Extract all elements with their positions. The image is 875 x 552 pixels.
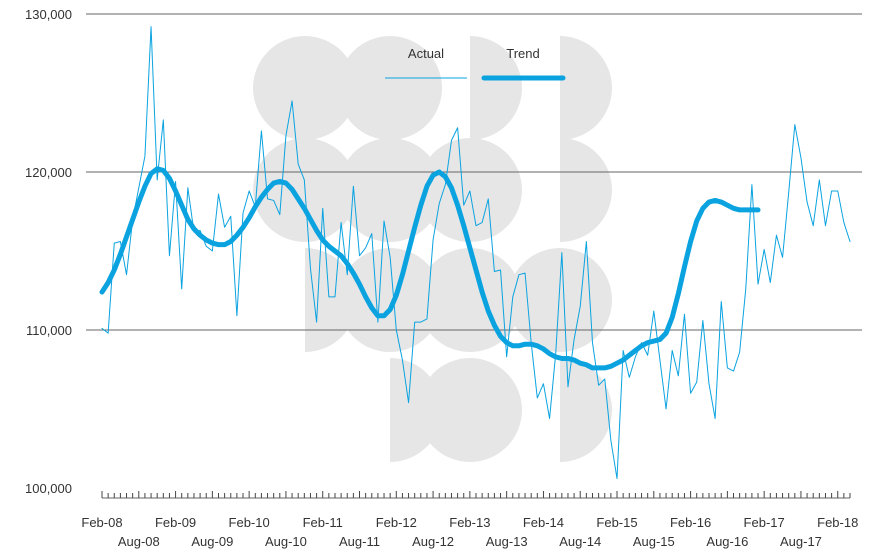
legend-label-trend: Trend — [506, 46, 539, 61]
watermark-shape — [418, 138, 522, 242]
x-tick-label: Feb-14 — [523, 515, 564, 530]
watermark-shape — [560, 36, 612, 140]
legend-label-actual: Actual — [408, 46, 444, 61]
x-tick-label: Aug-17 — [780, 534, 822, 549]
y-tick-label: 100,000 — [25, 481, 72, 496]
x-tick-label: Feb-10 — [229, 515, 270, 530]
x-tick-label: Aug-09 — [191, 534, 233, 549]
x-tick-label: Aug-16 — [706, 534, 748, 549]
x-tick-label: Feb-15 — [596, 515, 637, 530]
x-tick-label: Feb-08 — [81, 515, 122, 530]
y-tick-label: 110,000 — [26, 323, 72, 338]
x-tick-label: Feb-17 — [744, 515, 785, 530]
gridlines — [86, 13, 862, 331]
x-tick-label: Aug-14 — [559, 534, 601, 549]
watermark-shape — [305, 248, 357, 352]
series-lines — [99, 26, 851, 480]
y-tick-label: 130,000 — [25, 7, 72, 22]
x-tick-label: Aug-10 — [265, 534, 307, 549]
x-tick-label: Feb-09 — [155, 515, 196, 530]
x-axis: Feb-08 Feb-09 Feb-10 Feb-11 Feb-12 Feb-13 Feb-… — [81, 491, 858, 549]
y-tick-label: 120,000 — [25, 165, 72, 180]
y-axis-tick-labels: 100,000 110,000 120,000 130,000 — [25, 7, 72, 496]
x-tick-label: Aug-13 — [486, 534, 528, 549]
watermark-shape — [418, 358, 522, 462]
series-line-actual — [101, 26, 851, 480]
x-tick-label: Aug-08 — [118, 534, 160, 549]
x-tick-label: Feb-12 — [376, 515, 417, 530]
watermark-shape — [338, 36, 442, 140]
x-tick-label: Aug-12 — [412, 534, 454, 549]
watermark-shape — [253, 36, 357, 140]
x-tick-label: Feb-13 — [449, 515, 490, 530]
watermark-shape — [418, 248, 522, 352]
x-tick-label: Aug-15 — [633, 534, 675, 549]
background-watermark — [253, 36, 612, 462]
watermark-shape — [560, 138, 612, 242]
watermark-shape — [560, 358, 612, 462]
series-line-trend — [99, 166, 761, 371]
x-tick-label: Feb-11 — [303, 515, 343, 530]
x-tick-label: Feb-18 — [817, 515, 858, 530]
x-tick-label: Aug-11 — [339, 534, 380, 549]
watermark-shape — [338, 248, 442, 352]
watermark-shape — [470, 36, 522, 140]
watermark-shape — [508, 248, 612, 352]
x-tick-label: Feb-16 — [670, 515, 711, 530]
legend: Actual Trend — [385, 46, 566, 81]
